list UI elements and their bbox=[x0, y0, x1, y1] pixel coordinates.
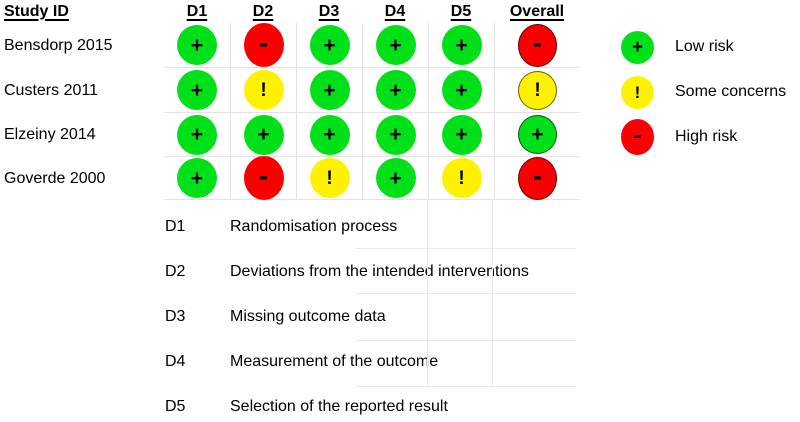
study-name: Elzeiny 2014 bbox=[4, 126, 96, 143]
legend-label: Low risk bbox=[675, 38, 734, 55]
definition-row-d3: D3 Missing outcome data bbox=[0, 308, 800, 328]
grid-line bbox=[356, 386, 576, 387]
legend-label: Some concerns bbox=[675, 83, 787, 100]
definition-text: Randomisation process bbox=[230, 218, 398, 235]
rating-cell: + bbox=[362, 23, 428, 68]
rating-cell: + bbox=[164, 23, 230, 68]
legend-label: High risk bbox=[675, 128, 738, 145]
rating-cell: ! bbox=[428, 157, 494, 200]
rating-cell: + bbox=[428, 68, 494, 113]
study-name: Custers 2011 bbox=[4, 81, 98, 99]
definition-row-d5: D5 Selection of the reported result bbox=[0, 398, 800, 418]
rating-cell: + bbox=[428, 23, 494, 68]
rating-cell: ! bbox=[230, 68, 296, 113]
rating-circle: + bbox=[177, 25, 217, 65]
definition-id: D5 bbox=[165, 398, 186, 415]
rating-circle: + bbox=[309, 25, 350, 65]
definition-row-d2: D2 Deviations from the intended interven… bbox=[0, 263, 800, 283]
rating-cell: + bbox=[164, 68, 230, 113]
rating-cell: - bbox=[230, 23, 296, 68]
overall-rating-cell: - bbox=[494, 23, 580, 68]
rating-circle: + bbox=[375, 114, 416, 155]
domain-header-d1: D1 bbox=[186, 2, 208, 20]
definition-id: D3 bbox=[165, 308, 186, 325]
rating-circle: ! bbox=[441, 158, 482, 198]
some-concerns-icon: ! bbox=[621, 75, 654, 109]
legend-item-low-risk: + Low risk bbox=[621, 30, 734, 64]
definition-id: D2 bbox=[165, 263, 186, 280]
rating-circle: + bbox=[243, 114, 284, 155]
rating-circle: - bbox=[243, 23, 284, 67]
high-risk-icon: - bbox=[621, 119, 654, 155]
definition-text: Measurement of the outcome bbox=[230, 353, 439, 370]
legend-item-some-concerns: ! Some concerns bbox=[621, 75, 786, 109]
rating-cell: + bbox=[296, 23, 362, 68]
rating-cell: + bbox=[362, 113, 428, 157]
rating-circle: + bbox=[375, 70, 416, 110]
rating-cell: + bbox=[362, 157, 428, 200]
domain-header-d4: D4 bbox=[384, 2, 406, 20]
rating-circle: + bbox=[177, 158, 217, 198]
overall-rating-cell: - bbox=[494, 156, 580, 200]
low-risk-icon: + bbox=[621, 30, 654, 64]
definition-id: D4 bbox=[165, 353, 186, 370]
rating-cell: + bbox=[296, 113, 362, 157]
overall-rating-circle: - bbox=[518, 156, 557, 200]
rating-circle: + bbox=[177, 70, 217, 110]
rating-circle: + bbox=[309, 70, 350, 110]
study-name: Goverde 2000 bbox=[4, 169, 106, 187]
overall-rating-circle: ! bbox=[518, 70, 557, 110]
rob-matrix: Study ID D1 D2 D3 D4 D5 Overall Bensdorp… bbox=[0, 0, 580, 200]
definition-text: Deviations from the intended interventio… bbox=[230, 263, 529, 280]
rating-cell: - bbox=[230, 156, 296, 200]
grid-line bbox=[356, 293, 576, 294]
rating-circle: + bbox=[375, 25, 416, 65]
overall-rating-circle: + bbox=[518, 115, 557, 154]
rating-circle: + bbox=[309, 114, 350, 155]
rating-circle: + bbox=[177, 114, 217, 155]
rating-cell: ! bbox=[296, 157, 362, 200]
rating-circle: + bbox=[441, 25, 482, 65]
rating-cell: + bbox=[428, 113, 494, 157]
overall-rating-circle: - bbox=[518, 23, 557, 67]
domain-header-d3: D3 bbox=[318, 2, 340, 20]
domain-header-overall: Overall bbox=[509, 2, 565, 20]
grid-line bbox=[356, 248, 576, 249]
definition-row-d4: D4 Measurement of the outcome bbox=[0, 353, 800, 373]
rating-cell: + bbox=[164, 157, 230, 200]
study-name: Bensdorp 2015 bbox=[4, 36, 113, 54]
overall-rating-cell: + bbox=[494, 113, 580, 157]
definition-text: Missing outcome data bbox=[230, 308, 386, 325]
overall-rating-cell: ! bbox=[494, 68, 580, 113]
rating-cell: + bbox=[362, 68, 428, 113]
definition-text: Selection of the reported result bbox=[230, 398, 448, 415]
study-id-header: Study ID bbox=[4, 2, 69, 20]
legend-item-high-risk: - High risk bbox=[621, 119, 738, 155]
rating-circle: + bbox=[441, 70, 482, 110]
domain-header-d5: D5 bbox=[450, 2, 472, 20]
rating-cell: + bbox=[296, 68, 362, 113]
rating-circle: + bbox=[375, 158, 416, 198]
rating-cell: + bbox=[164, 113, 230, 157]
definition-row-d1: D1 Randomisation process bbox=[0, 218, 800, 238]
rating-circle: - bbox=[243, 156, 284, 200]
rating-circle: + bbox=[441, 114, 482, 155]
definition-id: D1 bbox=[165, 218, 186, 235]
rating-cell: + bbox=[230, 113, 296, 157]
rating-circle: ! bbox=[309, 158, 350, 198]
rating-circle: ! bbox=[243, 70, 284, 110]
grid-line bbox=[356, 340, 576, 341]
domain-header-d2: D2 bbox=[252, 2, 274, 20]
